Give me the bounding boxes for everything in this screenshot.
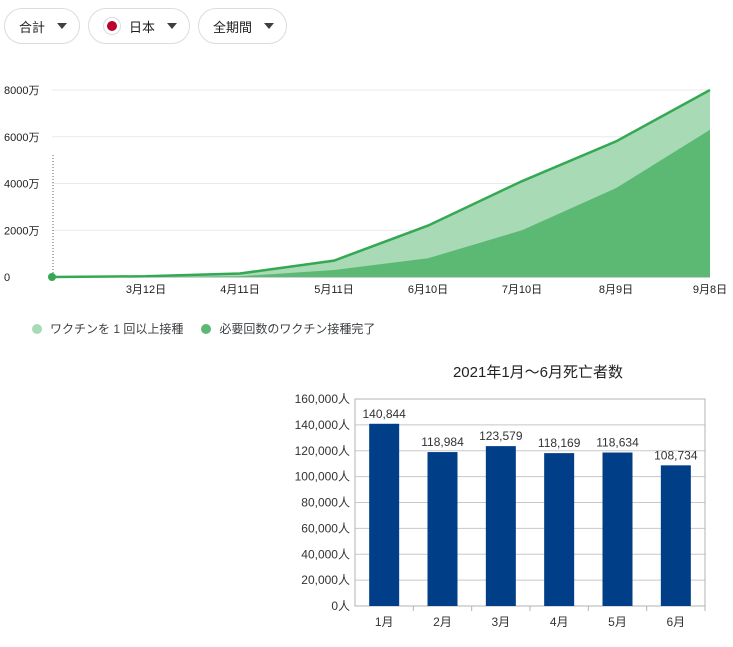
legend-item-full-dose: 必要回数のワクチン接種完了 xyxy=(201,320,375,337)
bar-value-label: 118,634 xyxy=(596,436,639,450)
y-tick-label: 20,000人 xyxy=(301,573,350,587)
bar xyxy=(369,423,400,606)
chevron-down-icon xyxy=(57,23,68,29)
y-tick-label: 0 xyxy=(4,272,10,284)
x-tick-label: 6月10日 xyxy=(408,284,448,296)
y-tick-label: 0人 xyxy=(331,599,350,613)
legend-swatch-first-dose xyxy=(32,323,42,334)
x-tick-label: 7月10日 xyxy=(502,284,542,296)
bar-value-label: 118,169 xyxy=(538,436,581,450)
vaccination-chart: 0 2000万 4000万 6000万 8000万 3月12日 4月11日 5月11日 6月10… xyxy=(4,85,727,296)
bar-value-label: 108,734 xyxy=(654,448,698,462)
japan-flag-icon xyxy=(103,17,122,35)
x-tick-label: 4月 xyxy=(550,615,569,629)
y-tick-label: 40,000人 xyxy=(301,547,350,561)
metric-filter-chip[interactable]: 合計 xyxy=(4,8,81,44)
country-filter-chip[interactable]: 日本 xyxy=(88,8,191,44)
start-point xyxy=(48,273,56,281)
chevron-down-icon xyxy=(264,23,275,29)
bar xyxy=(427,452,458,606)
x-tick-label: 5月11日 xyxy=(314,284,354,296)
x-tick-label: 1月 xyxy=(375,615,394,629)
chart-title: 2021年1月～6月死亡者数 xyxy=(453,364,623,381)
y-tick-label: 100,000人 xyxy=(295,470,350,484)
x-tick-label: 9月8日 xyxy=(693,284,727,296)
x-tick-label: 3月12日 xyxy=(126,284,166,296)
deaths-bar-chart: 2021年1月～6月死亡者数 0人 20,000人 40,000人 60,000人 80,… xyxy=(295,364,706,629)
legend-label-full-dose: 必要回数のワクチン接種完了 xyxy=(219,322,376,336)
y-tick-label: 80,000人 xyxy=(301,496,350,510)
bar xyxy=(660,465,691,606)
chevron-down-icon xyxy=(167,23,178,29)
country-filter-label: 日本 xyxy=(129,19,156,35)
legend-item-first-dose: ワクチンを 1 回以上接種 xyxy=(32,320,183,337)
period-filter-label: 全期間 xyxy=(213,19,253,35)
area-full-dose xyxy=(52,129,710,277)
x-tick-label: 3月 xyxy=(491,615,510,629)
x-tick-label: 8月9日 xyxy=(599,284,633,296)
chart-legend: ワクチンを 1 回以上接種 必要回数のワクチン接種完了 xyxy=(32,320,375,337)
line-first-dose xyxy=(51,88,711,279)
bar xyxy=(485,446,516,606)
y-tick-label: 160,000人 xyxy=(295,392,350,406)
x-tick-label: 4月11日 xyxy=(220,284,260,296)
bar-value-label: 123,579 xyxy=(479,429,523,443)
x-tick-label: 2月 xyxy=(433,615,452,629)
y-tick-label: 4000万 xyxy=(4,179,39,191)
bar xyxy=(544,453,575,606)
bar-value-label: 118,984 xyxy=(421,435,464,449)
x-tick-label: 6月 xyxy=(666,615,685,629)
x-tick-label: 5月 xyxy=(608,615,627,629)
y-tick-label: 8000万 xyxy=(4,85,39,97)
legend-swatch-full-dose xyxy=(201,323,212,334)
metric-filter-label: 合計 xyxy=(19,19,46,35)
y-tick-label: 140,000人 xyxy=(295,418,350,432)
y-tick-label: 6000万 xyxy=(4,132,39,144)
y-tick-label: 60,000人 xyxy=(301,521,350,535)
legend-label-first-dose: ワクチンを 1 回以上接種 xyxy=(50,322,184,336)
y-tick-label: 120,000人 xyxy=(295,444,350,458)
y-tick-label: 2000万 xyxy=(4,225,39,237)
period-filter-chip[interactable]: 全期間 xyxy=(198,8,288,44)
bar xyxy=(602,452,633,606)
bar-value-label: 140,844 xyxy=(362,407,406,421)
